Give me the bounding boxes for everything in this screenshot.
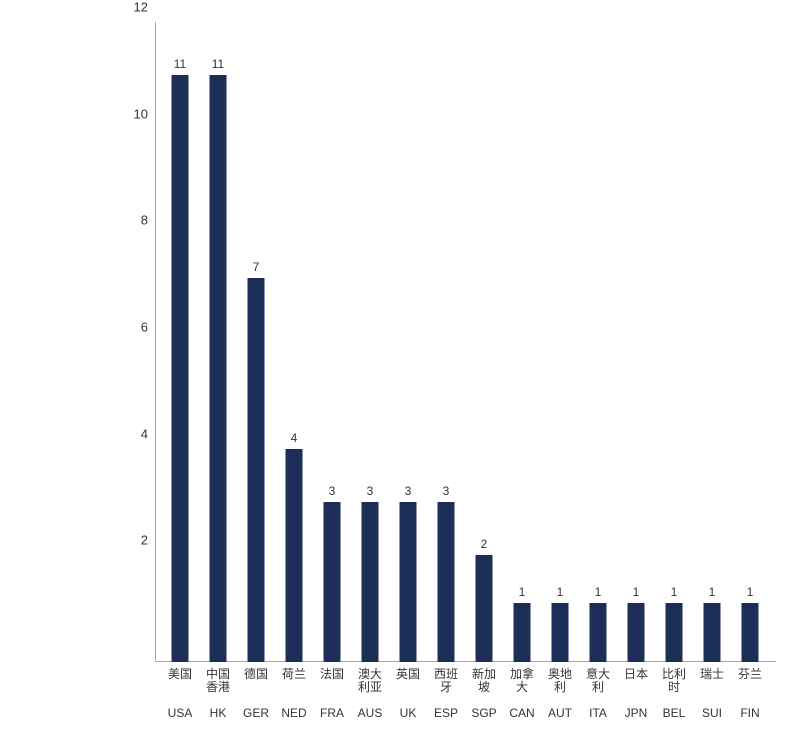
bar-label-en: CAN bbox=[509, 706, 534, 720]
bar-value-label: 2 bbox=[481, 537, 488, 555]
bar-value-label: 3 bbox=[367, 484, 374, 502]
bar-label-en: GER bbox=[243, 706, 269, 720]
bar-label-cn: 加拿大 bbox=[505, 662, 539, 694]
bar-label-en: UK bbox=[400, 706, 417, 720]
y-tick-label: 10 bbox=[134, 106, 156, 121]
bar-value-label: 3 bbox=[443, 484, 450, 502]
y-tick-label: 12 bbox=[134, 0, 156, 15]
bar-label-en: AUS bbox=[358, 706, 383, 720]
bar-label-en: ITA bbox=[589, 706, 607, 720]
bar-rect: 3 bbox=[400, 502, 417, 662]
y-tick-label: 2 bbox=[141, 533, 156, 548]
bar-label-cn: 荷兰 bbox=[277, 662, 311, 681]
bar-rect: 3 bbox=[438, 502, 455, 662]
bar-value-label: 3 bbox=[329, 484, 336, 502]
bar-value-label: 11 bbox=[174, 57, 186, 75]
bar-label-en: USA bbox=[168, 706, 193, 720]
bar-label-en: ESP bbox=[434, 706, 458, 720]
bar-label-cn: 法国 bbox=[315, 662, 349, 681]
y-tick-label: 8 bbox=[141, 213, 156, 228]
bar-label-cn: 瑞士 bbox=[695, 662, 729, 681]
bar-label-cn: 西班牙 bbox=[429, 662, 463, 694]
bar-rect: 3 bbox=[324, 502, 341, 662]
bar-label-en: BEL bbox=[663, 706, 686, 720]
bar-rect: 2 bbox=[476, 555, 493, 662]
y-tick-label: 6 bbox=[141, 320, 156, 335]
bar-value-label: 1 bbox=[595, 585, 602, 603]
bar-rect: 1 bbox=[552, 603, 569, 662]
bar-value-label: 1 bbox=[709, 585, 716, 603]
bar-label-cn: 中国香港 bbox=[201, 662, 235, 694]
bar-label-cn: 德国 bbox=[239, 662, 273, 681]
bar-rect: 3 bbox=[362, 502, 379, 662]
bar-value-label: 7 bbox=[253, 260, 260, 278]
bar-value-label: 1 bbox=[519, 585, 526, 603]
bar-label-cn: 澳大利亚 bbox=[353, 662, 387, 694]
bar-label-en: JPN bbox=[625, 706, 648, 720]
bar-label-en: AUT bbox=[548, 706, 572, 720]
bar-label-cn: 新加坡 bbox=[467, 662, 501, 694]
bar-label-cn: 日本 bbox=[619, 662, 653, 681]
bar-value-label: 3 bbox=[405, 484, 412, 502]
bar-rect: 1 bbox=[666, 603, 683, 662]
bar-label-cn: 英国 bbox=[391, 662, 425, 681]
y-tick-label: 4 bbox=[141, 426, 156, 441]
bar-label-cn: 奥地利 bbox=[543, 662, 577, 694]
bar-value-label: 1 bbox=[557, 585, 564, 603]
plot-area: 2468101211美国USA11中国香港HK7德国GER4荷兰NED3法国FR… bbox=[155, 22, 776, 662]
bar-rect: 11 bbox=[210, 75, 227, 662]
bar-label-en: FIN bbox=[740, 706, 759, 720]
bar-rect: 1 bbox=[742, 603, 759, 662]
bar-label-cn: 芬兰 bbox=[733, 662, 767, 681]
bar-value-label: 4 bbox=[291, 431, 298, 449]
bar-label-en: HK bbox=[210, 706, 227, 720]
bar-rect: 11 bbox=[172, 75, 189, 662]
bar-label-cn: 意大利 bbox=[581, 662, 615, 694]
bar-rect: 1 bbox=[628, 603, 645, 662]
bar-rect: 1 bbox=[514, 603, 531, 662]
bar-rect: 7 bbox=[248, 278, 265, 662]
bar-value-label: 1 bbox=[671, 585, 678, 603]
bar-chart: 2468101211美国USA11中国香港HK7德国GER4荷兰NED3法国FR… bbox=[0, 0, 795, 748]
bar-label-en: SGP bbox=[471, 706, 496, 720]
bar-rect: 1 bbox=[590, 603, 607, 662]
bar-value-label: 1 bbox=[633, 585, 640, 603]
bar-rect: 1 bbox=[704, 603, 721, 662]
bar-label-en: SUI bbox=[702, 706, 722, 720]
bar-label-en: FRA bbox=[320, 706, 344, 720]
bar-label-en: NED bbox=[281, 706, 306, 720]
bar-value-label: 1 bbox=[747, 585, 754, 603]
bar-value-label: 11 bbox=[212, 57, 224, 75]
bar-rect: 4 bbox=[286, 449, 303, 662]
bar-label-cn: 美国 bbox=[163, 662, 197, 681]
bar-label-cn: 比利时 bbox=[657, 662, 691, 694]
